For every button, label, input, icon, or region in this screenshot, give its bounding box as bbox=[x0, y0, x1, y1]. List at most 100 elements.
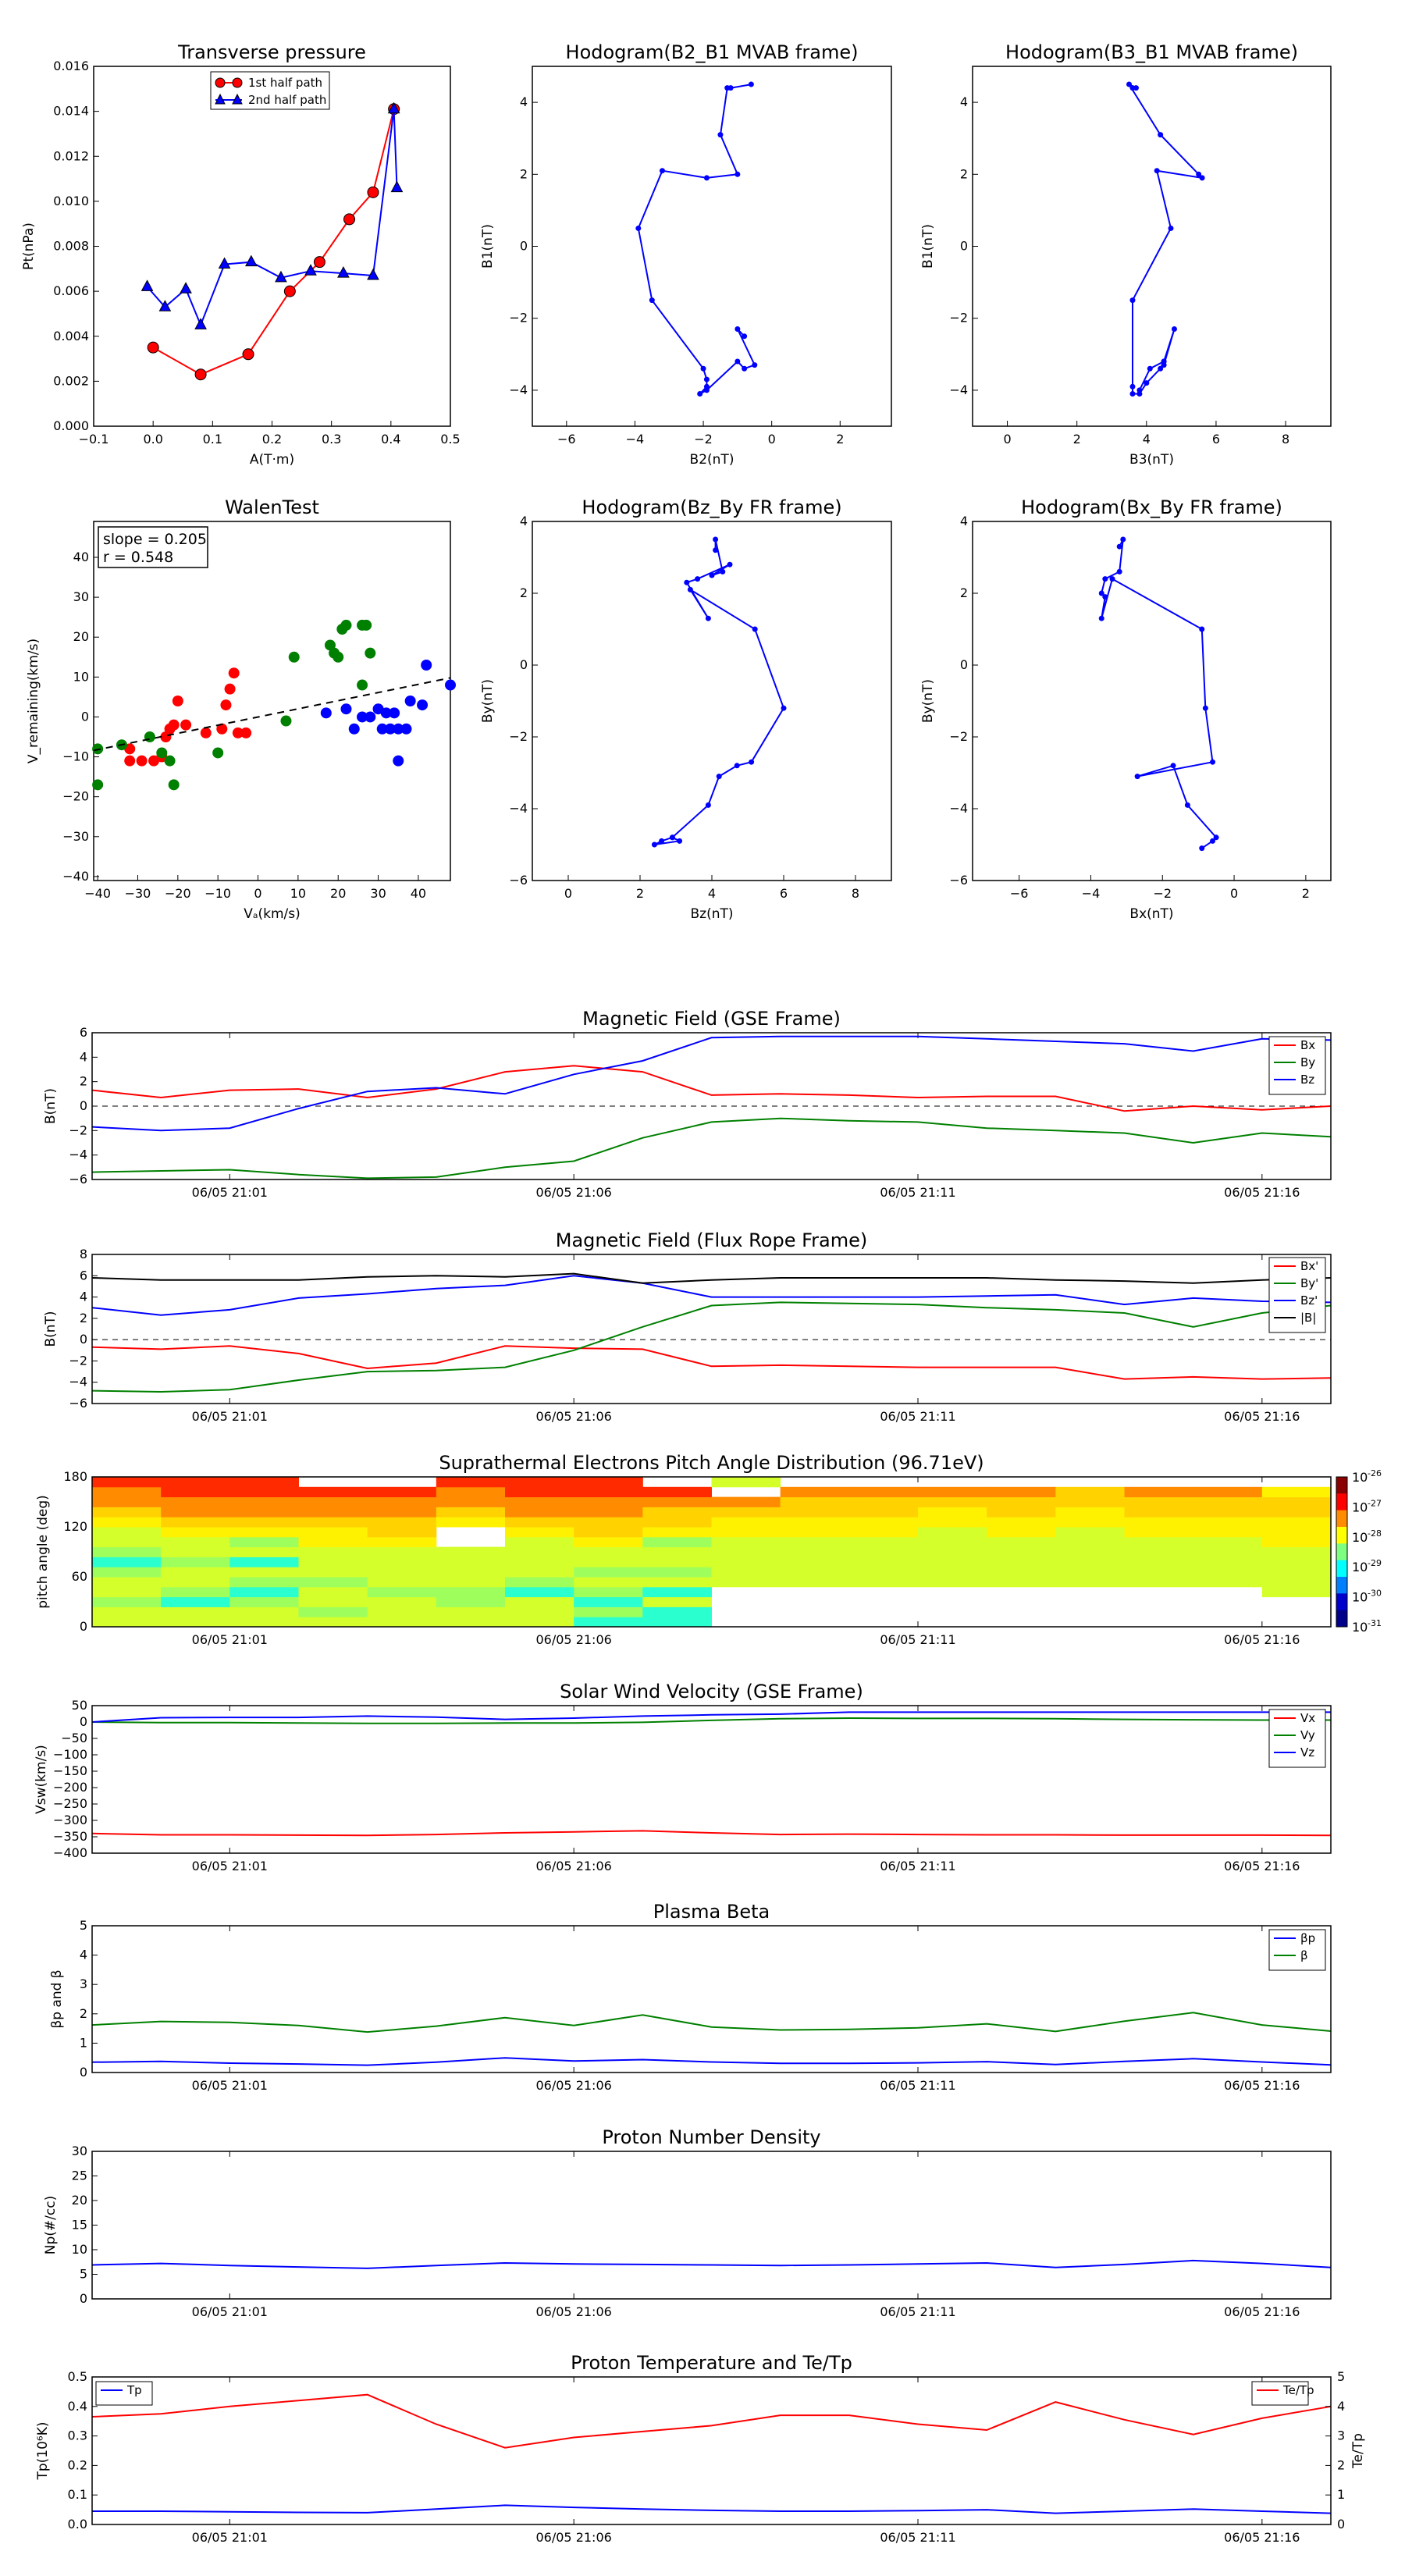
pad-cell bbox=[780, 1557, 850, 1567]
hodo-b2b1-point bbox=[649, 297, 655, 304]
pad-cell bbox=[505, 1536, 574, 1548]
pad-cell bbox=[1124, 1536, 1194, 1548]
pt-xtick-label: −0.1 bbox=[79, 432, 109, 447]
hodo-bxby-point bbox=[1184, 802, 1190, 808]
bfr-ytick-label: 0 bbox=[80, 1332, 87, 1347]
beta-ytick-label: 4 bbox=[80, 1948, 87, 1962]
pt-point-2 bbox=[275, 270, 287, 283]
tp-xtick-label: 06/05 21:06 bbox=[536, 2530, 612, 2545]
hodo-bxby-xtick-label: 0 bbox=[1230, 886, 1238, 901]
bgse-ytick-label: −4 bbox=[69, 1147, 87, 1162]
hodo-b3b1-xlabel: B3(nT) bbox=[1129, 452, 1174, 468]
pad-cell bbox=[436, 1546, 506, 1557]
hodo-bxby-point bbox=[1210, 759, 1216, 765]
walen-point-blue bbox=[376, 723, 388, 735]
bgse-legend-label: Bx bbox=[1300, 1038, 1315, 1052]
hodo-b2b1-point bbox=[752, 362, 758, 368]
bfr-line-2 bbox=[91, 1275, 1332, 1316]
walen-stats-box bbox=[98, 526, 208, 568]
hodo-b2b1-point bbox=[700, 365, 706, 372]
pt-point-2 bbox=[194, 318, 207, 329]
pad-cell bbox=[711, 1567, 781, 1578]
pad-cell bbox=[505, 1567, 574, 1578]
pad-colorbar-exp: -28 bbox=[1368, 1528, 1382, 1539]
beta-frame bbox=[91, 1925, 1332, 2073]
pad-cell bbox=[848, 1567, 919, 1578]
hodo-b3b1-point bbox=[1129, 297, 1136, 304]
pad-cell bbox=[987, 1567, 1056, 1578]
pad-colorbar-label: 10 bbox=[1352, 1590, 1368, 1605]
pt-xtick-label: 0.5 bbox=[440, 432, 460, 447]
bgse-line-2 bbox=[91, 1035, 1332, 1132]
pt-ytick-label: 0.014 bbox=[53, 104, 89, 119]
hodo-bxby-point bbox=[1210, 838, 1216, 844]
pad-cell bbox=[848, 1517, 919, 1528]
bfr-xtick-label: 06/05 21:11 bbox=[880, 1409, 955, 1424]
hodo-bxby-ytick-label: −4 bbox=[949, 801, 968, 816]
pt-legend-marker bbox=[215, 77, 226, 88]
pad-cell bbox=[92, 1617, 162, 1628]
pad-cell bbox=[642, 1557, 712, 1567]
pad-xtick-label: 06/05 21:06 bbox=[536, 1632, 612, 1647]
vsw-ytick-label: −150 bbox=[53, 1763, 87, 1778]
pad-cell bbox=[298, 1606, 368, 1617]
vsw-ytick-label: −50 bbox=[61, 1731, 87, 1745]
tp-ytick-label: 0.5 bbox=[68, 2369, 87, 2384]
pad-cell bbox=[1193, 1527, 1263, 1538]
hodo-bzby-ytick-label: 2 bbox=[520, 585, 528, 600]
pad-cell bbox=[367, 1606, 437, 1617]
pad-cell bbox=[642, 1527, 712, 1538]
pad-colorbar-seg bbox=[1336, 1527, 1347, 1544]
pad-colorbar-exp: -27 bbox=[1368, 1498, 1382, 1508]
pad-cell bbox=[229, 1477, 299, 1488]
tp-xtick-label: 06/05 21:11 bbox=[880, 2530, 955, 2545]
pad-colorbar-label: 10 bbox=[1352, 1560, 1368, 1574]
hodo-b2b1-point bbox=[703, 376, 710, 382]
hodo-bxby-ytick-label: 0 bbox=[960, 657, 968, 672]
pt-ytick-label: 0.004 bbox=[53, 329, 89, 343]
pad-cell bbox=[92, 1536, 162, 1548]
np-ytick-label: 5 bbox=[80, 2267, 87, 2282]
walen-xtick-label: 30 bbox=[370, 886, 386, 901]
hodo-b3b1-point bbox=[1144, 380, 1150, 386]
bfr-legend-label: Bz' bbox=[1300, 1293, 1318, 1308]
walen-ytick-label: −40 bbox=[62, 869, 89, 884]
tp-right-ytick-label: 1 bbox=[1337, 2487, 1345, 2502]
walen-point-green bbox=[288, 651, 300, 663]
pad-ylabel: pitch angle (deg) bbox=[35, 1495, 51, 1609]
tp-xtick-label: 06/05 21:01 bbox=[192, 2530, 268, 2545]
pad-colorbar-seg bbox=[1336, 1543, 1347, 1561]
pad-cell bbox=[987, 1486, 1056, 1498]
pad-cell bbox=[92, 1517, 162, 1528]
hodo-b3b1-ytick-label: 2 bbox=[960, 166, 968, 181]
pad-cell bbox=[505, 1596, 574, 1607]
hodo-b3b1-ytick-label: −2 bbox=[949, 311, 968, 326]
pad-cell bbox=[1193, 1507, 1263, 1517]
pad-cell bbox=[367, 1567, 437, 1578]
pt-xtick-label: 0.2 bbox=[262, 432, 282, 447]
walen-frame bbox=[93, 521, 451, 881]
pad-cell bbox=[848, 1557, 919, 1567]
pad-cell bbox=[780, 1496, 850, 1507]
beta-ytick-label: 1 bbox=[80, 2035, 87, 2050]
vsw-xtick-label: 06/05 21:11 bbox=[880, 1859, 955, 1873]
walen-point-green bbox=[92, 779, 104, 791]
walen-fit-line bbox=[93, 677, 451, 752]
hodo-bzby-point bbox=[781, 705, 787, 711]
pad-cell bbox=[574, 1477, 643, 1488]
bfr-line-3 bbox=[91, 1272, 1332, 1284]
pad-cell bbox=[574, 1517, 643, 1528]
walen-point-green bbox=[333, 651, 344, 663]
pad-cell bbox=[161, 1486, 230, 1498]
vsw-ytick-label: −300 bbox=[53, 1813, 87, 1827]
pad-cell bbox=[229, 1486, 299, 1498]
tp-line-tetp bbox=[91, 2393, 1332, 2449]
pt-point-1 bbox=[147, 341, 159, 354]
bgse-ylabel: B(nT) bbox=[43, 1088, 59, 1124]
hodo-bzby-ytick-label: −2 bbox=[509, 729, 528, 744]
pad-cell bbox=[229, 1586, 299, 1598]
hodo-b3b1-title: Hodogram(B3_B1 MVAB frame) bbox=[1005, 41, 1298, 63]
hodo-b3b1-ytick-label: 0 bbox=[960, 239, 968, 254]
pad-cell bbox=[161, 1527, 230, 1538]
pad-cell bbox=[298, 1527, 368, 1538]
